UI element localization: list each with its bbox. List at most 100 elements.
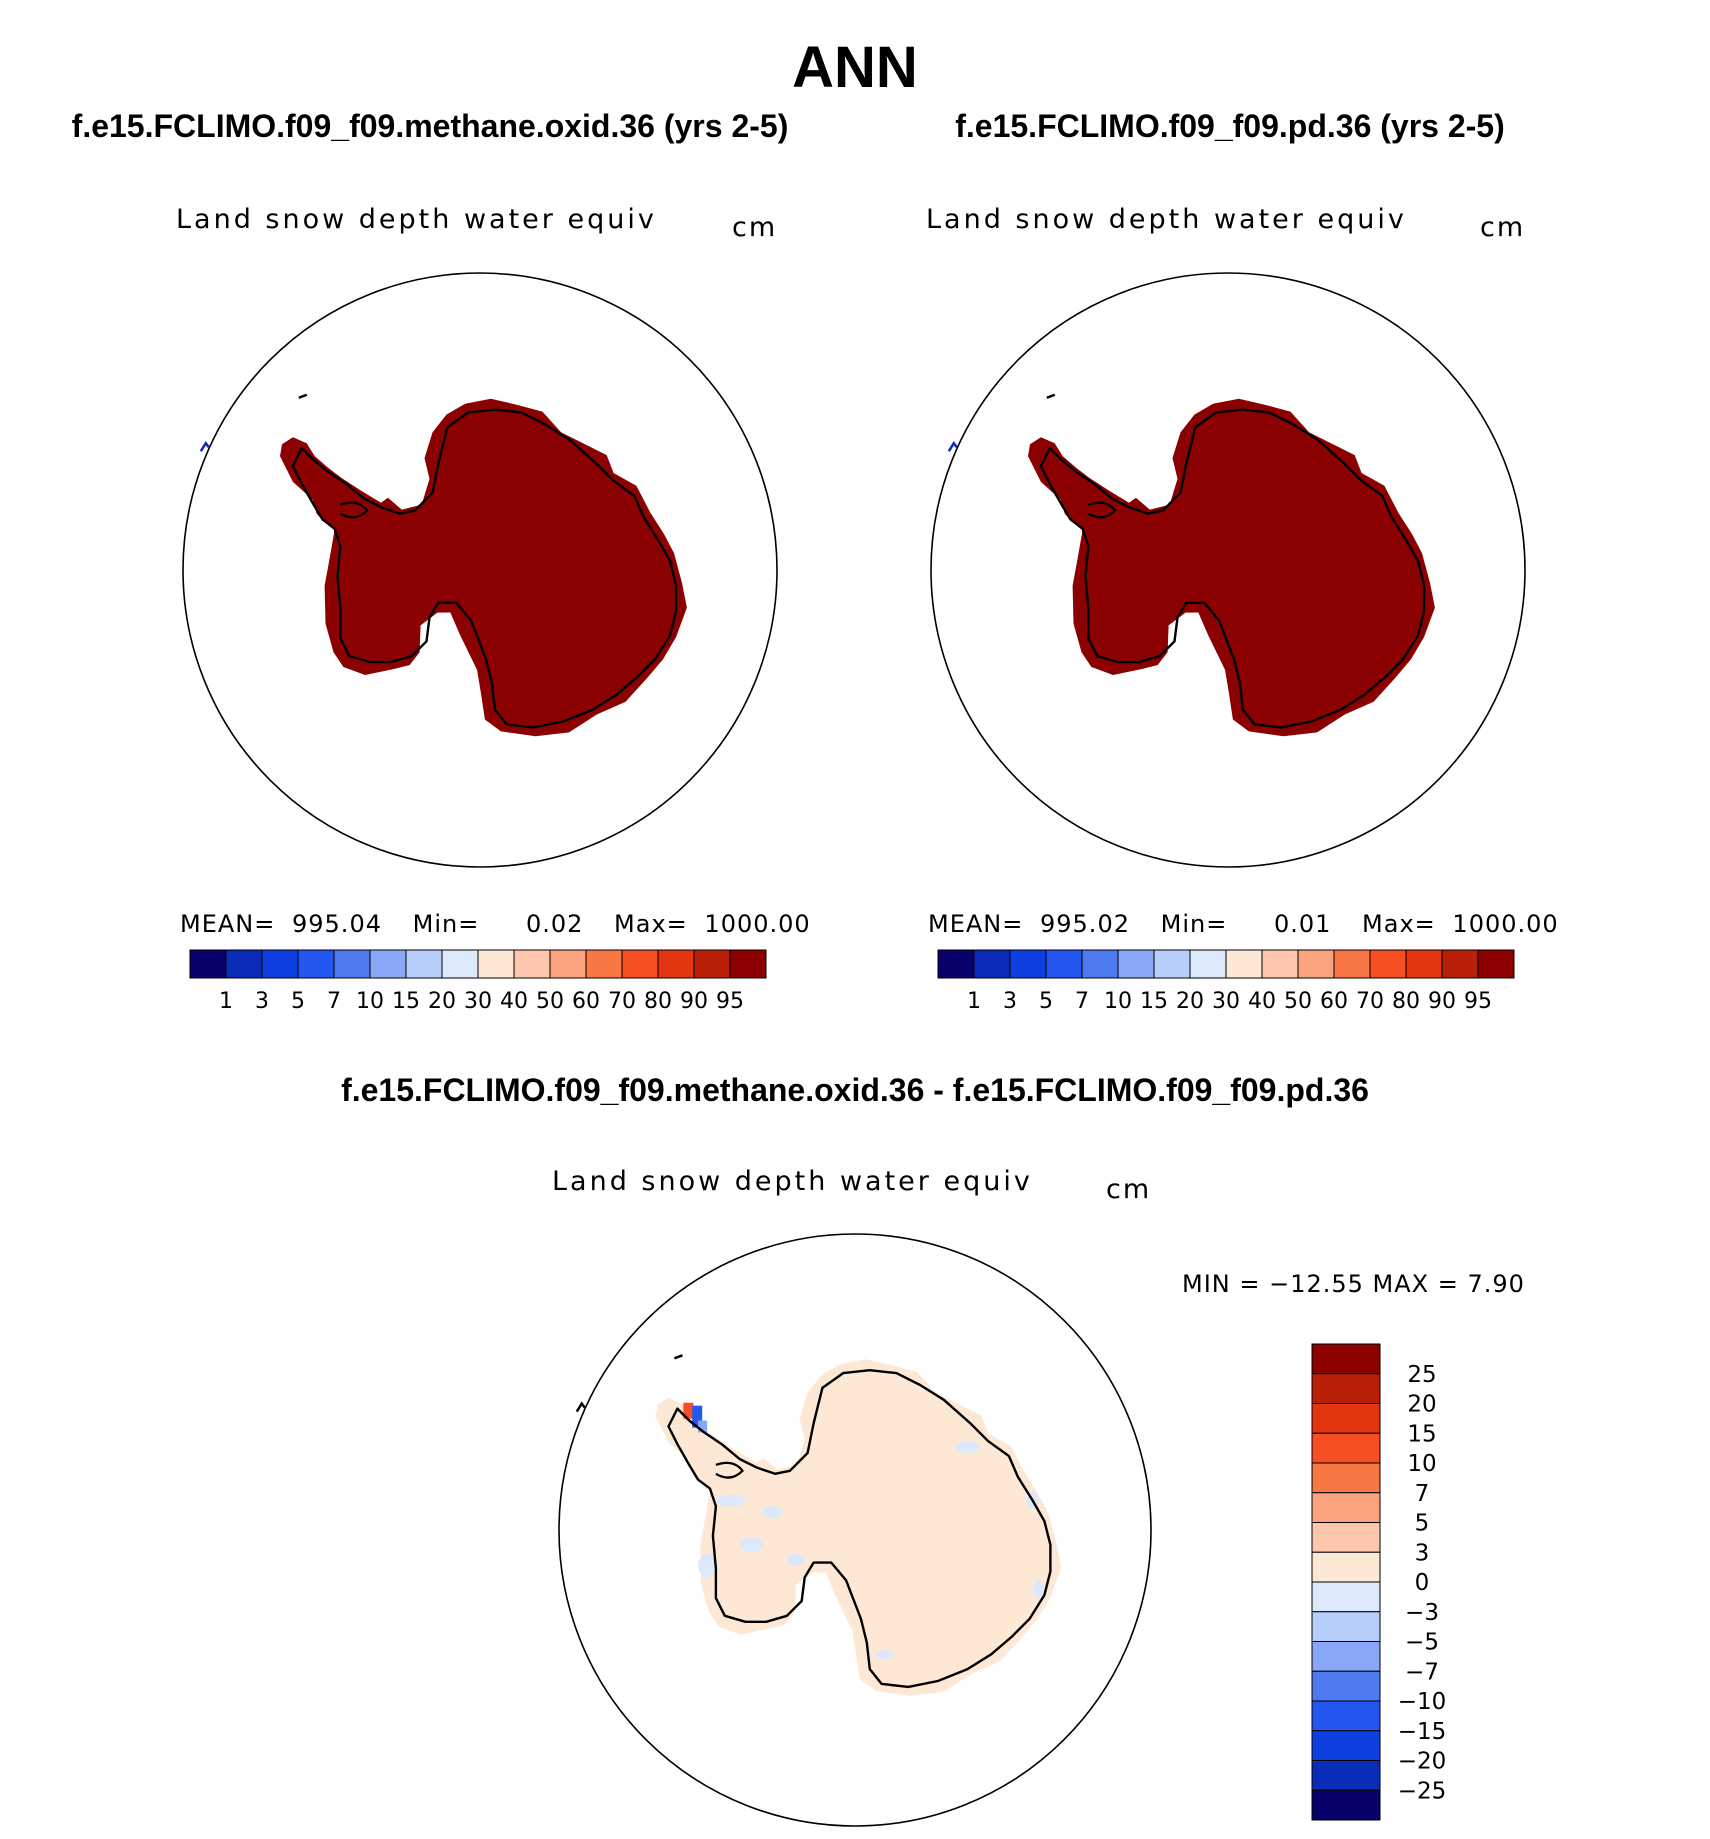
colorbar-box (1311, 1522, 1381, 1553)
colorbar-tick-label: 15 (1140, 989, 1168, 1014)
panel-1-min-label: Min= (412, 910, 480, 938)
colorbar-box (1311, 1373, 1381, 1404)
figure-title: ANN (792, 35, 918, 100)
coastline (291, 408, 678, 729)
colorbar-box (1311, 1551, 1381, 1583)
panel-1-max-value: 1000.00 (704, 910, 811, 938)
colorbar-box (1297, 949, 1335, 979)
colorbar-tick-label: 3 (1415, 1540, 1430, 1566)
colorbar-tick-label: 1 (967, 989, 981, 1014)
colorbar-tick-label: 60 (1320, 989, 1348, 1014)
map-boundary-circle (182, 272, 778, 868)
colorbar-tick-label: −7 (1405, 1659, 1439, 1685)
colorbar-tick-label: −20 (1398, 1749, 1447, 1775)
island-outline (199, 440, 210, 452)
colorbar-box (225, 949, 263, 979)
ice-shelf-outline (715, 1461, 744, 1479)
colorbar-box (1311, 1432, 1381, 1464)
negative-anomaly-patch (739, 1537, 764, 1553)
colorbar-box (261, 949, 299, 979)
colorbar-tick-label: 20 (1176, 989, 1204, 1014)
difference-map (558, 1233, 1152, 1827)
panel-2-map (930, 272, 1526, 868)
colorbar-box (973, 949, 1011, 979)
colorbar-tick-label: 80 (644, 989, 672, 1014)
map-boundary-circle (558, 1233, 1152, 1827)
colorbar-box (937, 949, 975, 979)
antarctica-land-fill (280, 398, 687, 737)
colorbar-tick-label: 1 (219, 989, 233, 1014)
ice-shelf-outline (1087, 501, 1117, 519)
colorbar-tick-label: 95 (716, 989, 744, 1014)
coastline (667, 1369, 1052, 1689)
colorbar-tick-label: 25 (1407, 1362, 1436, 1388)
colorbar-tick-label: 15 (392, 989, 420, 1014)
colorbar-box (1311, 1462, 1381, 1494)
colorbar-tick-label: 20 (1407, 1392, 1436, 1418)
colorbar-tick-label: 10 (1407, 1451, 1436, 1477)
colorbar-box (1311, 1670, 1381, 1702)
colorbar-tick-label: 5 (291, 989, 305, 1014)
colorbar-box (657, 949, 695, 979)
panel-2-case-title: f.e15.FCLIMO.f09_f09.pd.36 (yrs 2-5) (955, 108, 1505, 144)
colorbar-box (549, 949, 587, 979)
negative-anomaly-patch (1032, 1580, 1045, 1599)
panel-1-case-title: f.e15.FCLIMO.f09_f09.methane.oxid.36 (yr… (71, 108, 789, 144)
colorbar-box (1441, 949, 1479, 979)
colorbar-tick-label: 95 (1464, 989, 1492, 1014)
panel-2-max-label: Max= (1362, 910, 1436, 938)
panel-2-colorbar: 1 3 5 7 10 15 20 30 40 50 60 70 80 90 95 (937, 949, 1515, 1014)
colorbar-box (1045, 949, 1083, 979)
colorbar-tick-label: 30 (464, 989, 492, 1014)
strong-negative-anomaly-cell (692, 1405, 703, 1428)
panel-1-map (182, 272, 778, 868)
colorbar-tick-label: 50 (536, 989, 564, 1014)
colorbar-box (1311, 1730, 1381, 1761)
panel-2-variable-label: Land snow depth water equiv (926, 204, 1407, 235)
colorbar-tick-label: −3 (1405, 1600, 1439, 1626)
colorbar-box (1311, 1789, 1381, 1821)
diff-units: cm (1106, 1174, 1152, 1205)
colorbar-tick-label: 7 (1415, 1481, 1430, 1507)
colorbar-tick-label: −5 (1405, 1630, 1439, 1656)
colorbar-tick-label: 3 (1003, 989, 1017, 1014)
colorbar-tick-label: 3 (255, 989, 269, 1014)
colorbar-box (1153, 949, 1191, 979)
negative-anomaly-patch (698, 1553, 716, 1578)
panel-2-min-label: Min= (1160, 910, 1228, 938)
colorbar-tick-label: 30 (1212, 989, 1240, 1014)
colorbar-tick-label: 5 (1415, 1511, 1430, 1537)
antarctica-land-fill (1028, 398, 1435, 737)
colorbar-box (405, 949, 443, 979)
colorbar-tick-label: 40 (1248, 989, 1276, 1014)
colorbar-box (477, 949, 515, 979)
panel-1-max-label: Max= (614, 910, 688, 938)
negative-anomaly-patch (761, 1506, 783, 1519)
panel-1-units: cm (732, 212, 778, 243)
colorbar-box (693, 949, 731, 979)
colorbar-tick-label: −10 (1398, 1689, 1447, 1715)
panel-2-mean-value: 995.02 (1040, 910, 1130, 938)
colorbar-box (1369, 949, 1407, 979)
colorbar-tick-label: −25 (1398, 1778, 1447, 1804)
colorbar-box (1311, 1403, 1381, 1434)
colorbar-box (1225, 949, 1263, 979)
colorbar-box (729, 949, 767, 979)
colorbar-tick-label: 80 (1392, 989, 1420, 1014)
colorbar-tick-label: 70 (608, 989, 636, 1014)
colorbar-box (513, 949, 551, 979)
colorbar-box (1311, 1641, 1381, 1672)
colorbar-box (1311, 1700, 1381, 1732)
colorbar-tick-label: 5 (1039, 989, 1053, 1014)
colorbar-box (333, 949, 371, 979)
panel-1-stats: MEAN= 995.04 Min= 0.02 Max= 1000.00 (180, 910, 811, 938)
diff-variable-label: Land snow depth water equiv (552, 1166, 1033, 1197)
panel-2-min-value: 0.01 (1273, 910, 1332, 938)
colorbar-box (189, 949, 227, 979)
colorbar-box (1311, 1492, 1381, 1523)
island-outline (947, 440, 958, 452)
colorbar-box (1311, 1343, 1381, 1375)
colorbar-box (369, 949, 407, 979)
diff-stats: MIN = −12.55 MAX = 7.90 (1182, 1270, 1525, 1298)
